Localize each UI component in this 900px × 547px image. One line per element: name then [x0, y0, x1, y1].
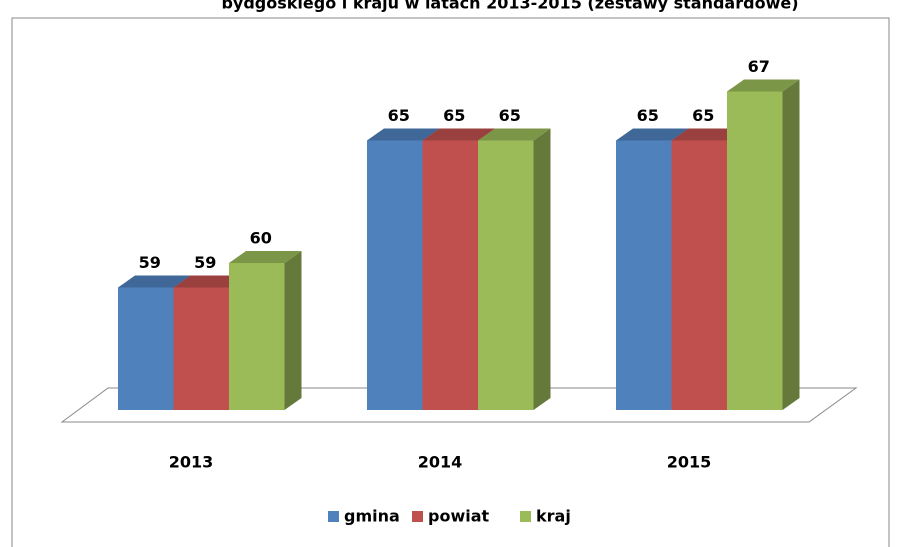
- x-tick-label: 2013: [169, 453, 214, 472]
- bar-top: [727, 79, 800, 92]
- bar: [118, 287, 174, 410]
- bar: [422, 140, 478, 410]
- bar: [478, 140, 534, 410]
- legend-swatch: [328, 511, 339, 522]
- value-label: 60: [250, 229, 272, 248]
- value-label: 65: [499, 106, 521, 125]
- legend-label: powiat: [428, 507, 490, 526]
- bar: [229, 263, 285, 410]
- value-label: 65: [637, 106, 659, 125]
- legend-label: gmina: [344, 507, 400, 526]
- value-label: 65: [692, 106, 714, 125]
- bar-top: [671, 128, 744, 141]
- value-label: 67: [748, 57, 770, 76]
- bar: [671, 140, 727, 410]
- chart-title: bydgoskiego i kraju w latach 2013-2015 (…: [221, 0, 798, 13]
- bar-top: [118, 275, 191, 288]
- bar: [727, 91, 783, 410]
- title-band: [150, 0, 870, 17]
- bar-top: [367, 128, 440, 141]
- value-label: 65: [443, 106, 465, 125]
- x-tick-label: 2014: [418, 453, 463, 472]
- bar-side: [533, 128, 551, 410]
- value-label: 59: [194, 253, 216, 272]
- bar-top: [478, 128, 551, 141]
- value-label: 59: [139, 253, 161, 272]
- bar-top: [229, 251, 302, 263]
- bar-top: [173, 275, 246, 288]
- bar-top: [616, 128, 689, 141]
- legend-swatch: [520, 511, 531, 522]
- legend-swatch: [412, 511, 423, 522]
- value-label: 65: [388, 106, 410, 125]
- bar-side: [284, 251, 302, 410]
- bar: [173, 287, 229, 410]
- x-tick-label: 2015: [667, 453, 712, 472]
- legend-label: kraj: [536, 507, 571, 526]
- bar-side: [782, 79, 800, 410]
- bar-top: [422, 128, 495, 141]
- bar: [616, 140, 672, 410]
- bar: [367, 140, 423, 410]
